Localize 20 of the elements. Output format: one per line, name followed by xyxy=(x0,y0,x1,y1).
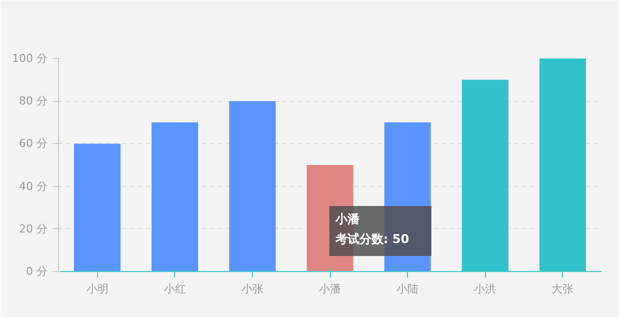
bar xyxy=(229,101,276,272)
x-tick-label: 大张 xyxy=(552,282,574,296)
y-tick-label: 20 分 xyxy=(19,222,48,236)
x-tick-label: 小潘 xyxy=(319,282,341,296)
bar xyxy=(74,144,121,272)
x-tick-label: 小洪 xyxy=(474,282,496,296)
bar xyxy=(462,80,508,272)
x-tick-label: 小陆 xyxy=(396,282,419,296)
x-tick-label: 小红 xyxy=(164,282,186,296)
y-tick-label: 60 分 xyxy=(19,137,48,150)
annotation: 小潘 xyxy=(334,212,360,226)
x-tick-label: 小张 xyxy=(241,282,264,296)
y-tick-label: 0 分 xyxy=(26,265,48,278)
x-tick-label: 小明 xyxy=(86,282,108,296)
y-tick-label: 40 分 xyxy=(19,180,48,193)
bar xyxy=(539,58,586,272)
annotation: 考试分数: 50 xyxy=(334,232,410,246)
y-tick-label: 80 分 xyxy=(19,94,48,108)
y-tick-label: 100 分 xyxy=(12,52,48,65)
bar xyxy=(152,122,198,272)
